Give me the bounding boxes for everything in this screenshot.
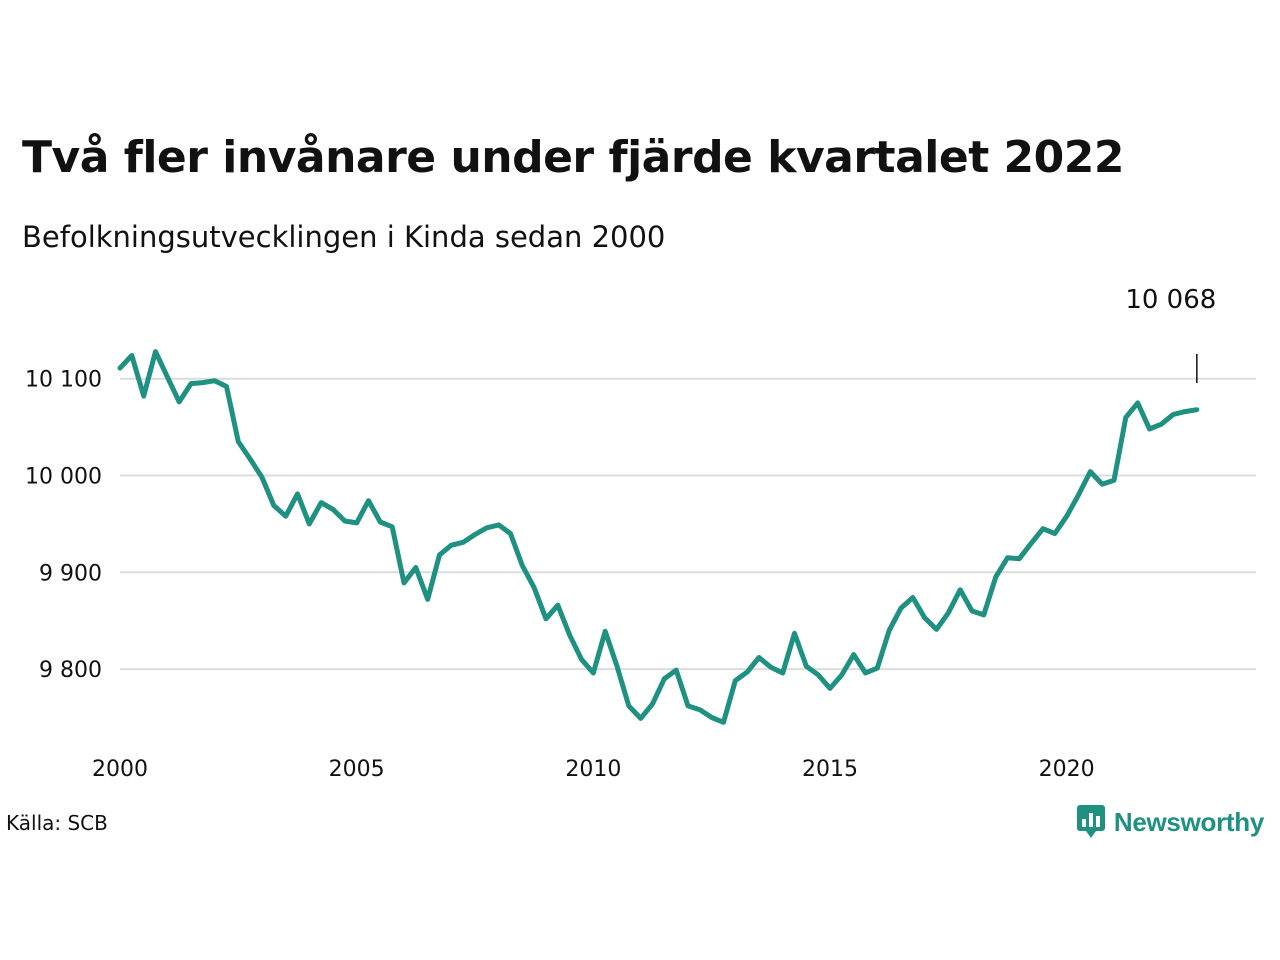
x-tick-label: 2015 xyxy=(802,757,858,782)
source-note: Källa: SCB xyxy=(6,811,108,835)
newsworthy-chart-bubble-icon xyxy=(1076,805,1105,838)
x-tick-label: 2020 xyxy=(1039,757,1095,782)
x-tick-label: 2005 xyxy=(329,757,385,782)
y-tick-label: 10 000 xyxy=(25,465,102,490)
brand-name: Newsworthy xyxy=(1113,806,1264,837)
y-tick-label: 10 100 xyxy=(25,368,102,393)
population-series-line xyxy=(117,349,1200,725)
y-axis-ticks: 9 800 9 900 10 000 10 100 xyxy=(25,368,102,683)
x-tick-label: 2010 xyxy=(565,757,621,782)
x-tick-label: 2000 xyxy=(92,757,148,782)
chart-subtitle: Befolkningsutvecklingen i Kinda sedan 20… xyxy=(22,220,666,254)
y-tick-label: 9 800 xyxy=(39,658,102,683)
x-axis-ticks: 2000 2005 2010 2015 2020 xyxy=(92,757,1095,782)
y-tick-label: 9 900 xyxy=(39,561,102,586)
chart-title: Två fler invånare under fjärde kvartalet… xyxy=(22,132,1125,183)
newsworthy-logo: Newsworthy xyxy=(1076,804,1264,840)
end-value-label: 10 068 xyxy=(1125,285,1216,315)
gridlines xyxy=(120,377,1256,671)
